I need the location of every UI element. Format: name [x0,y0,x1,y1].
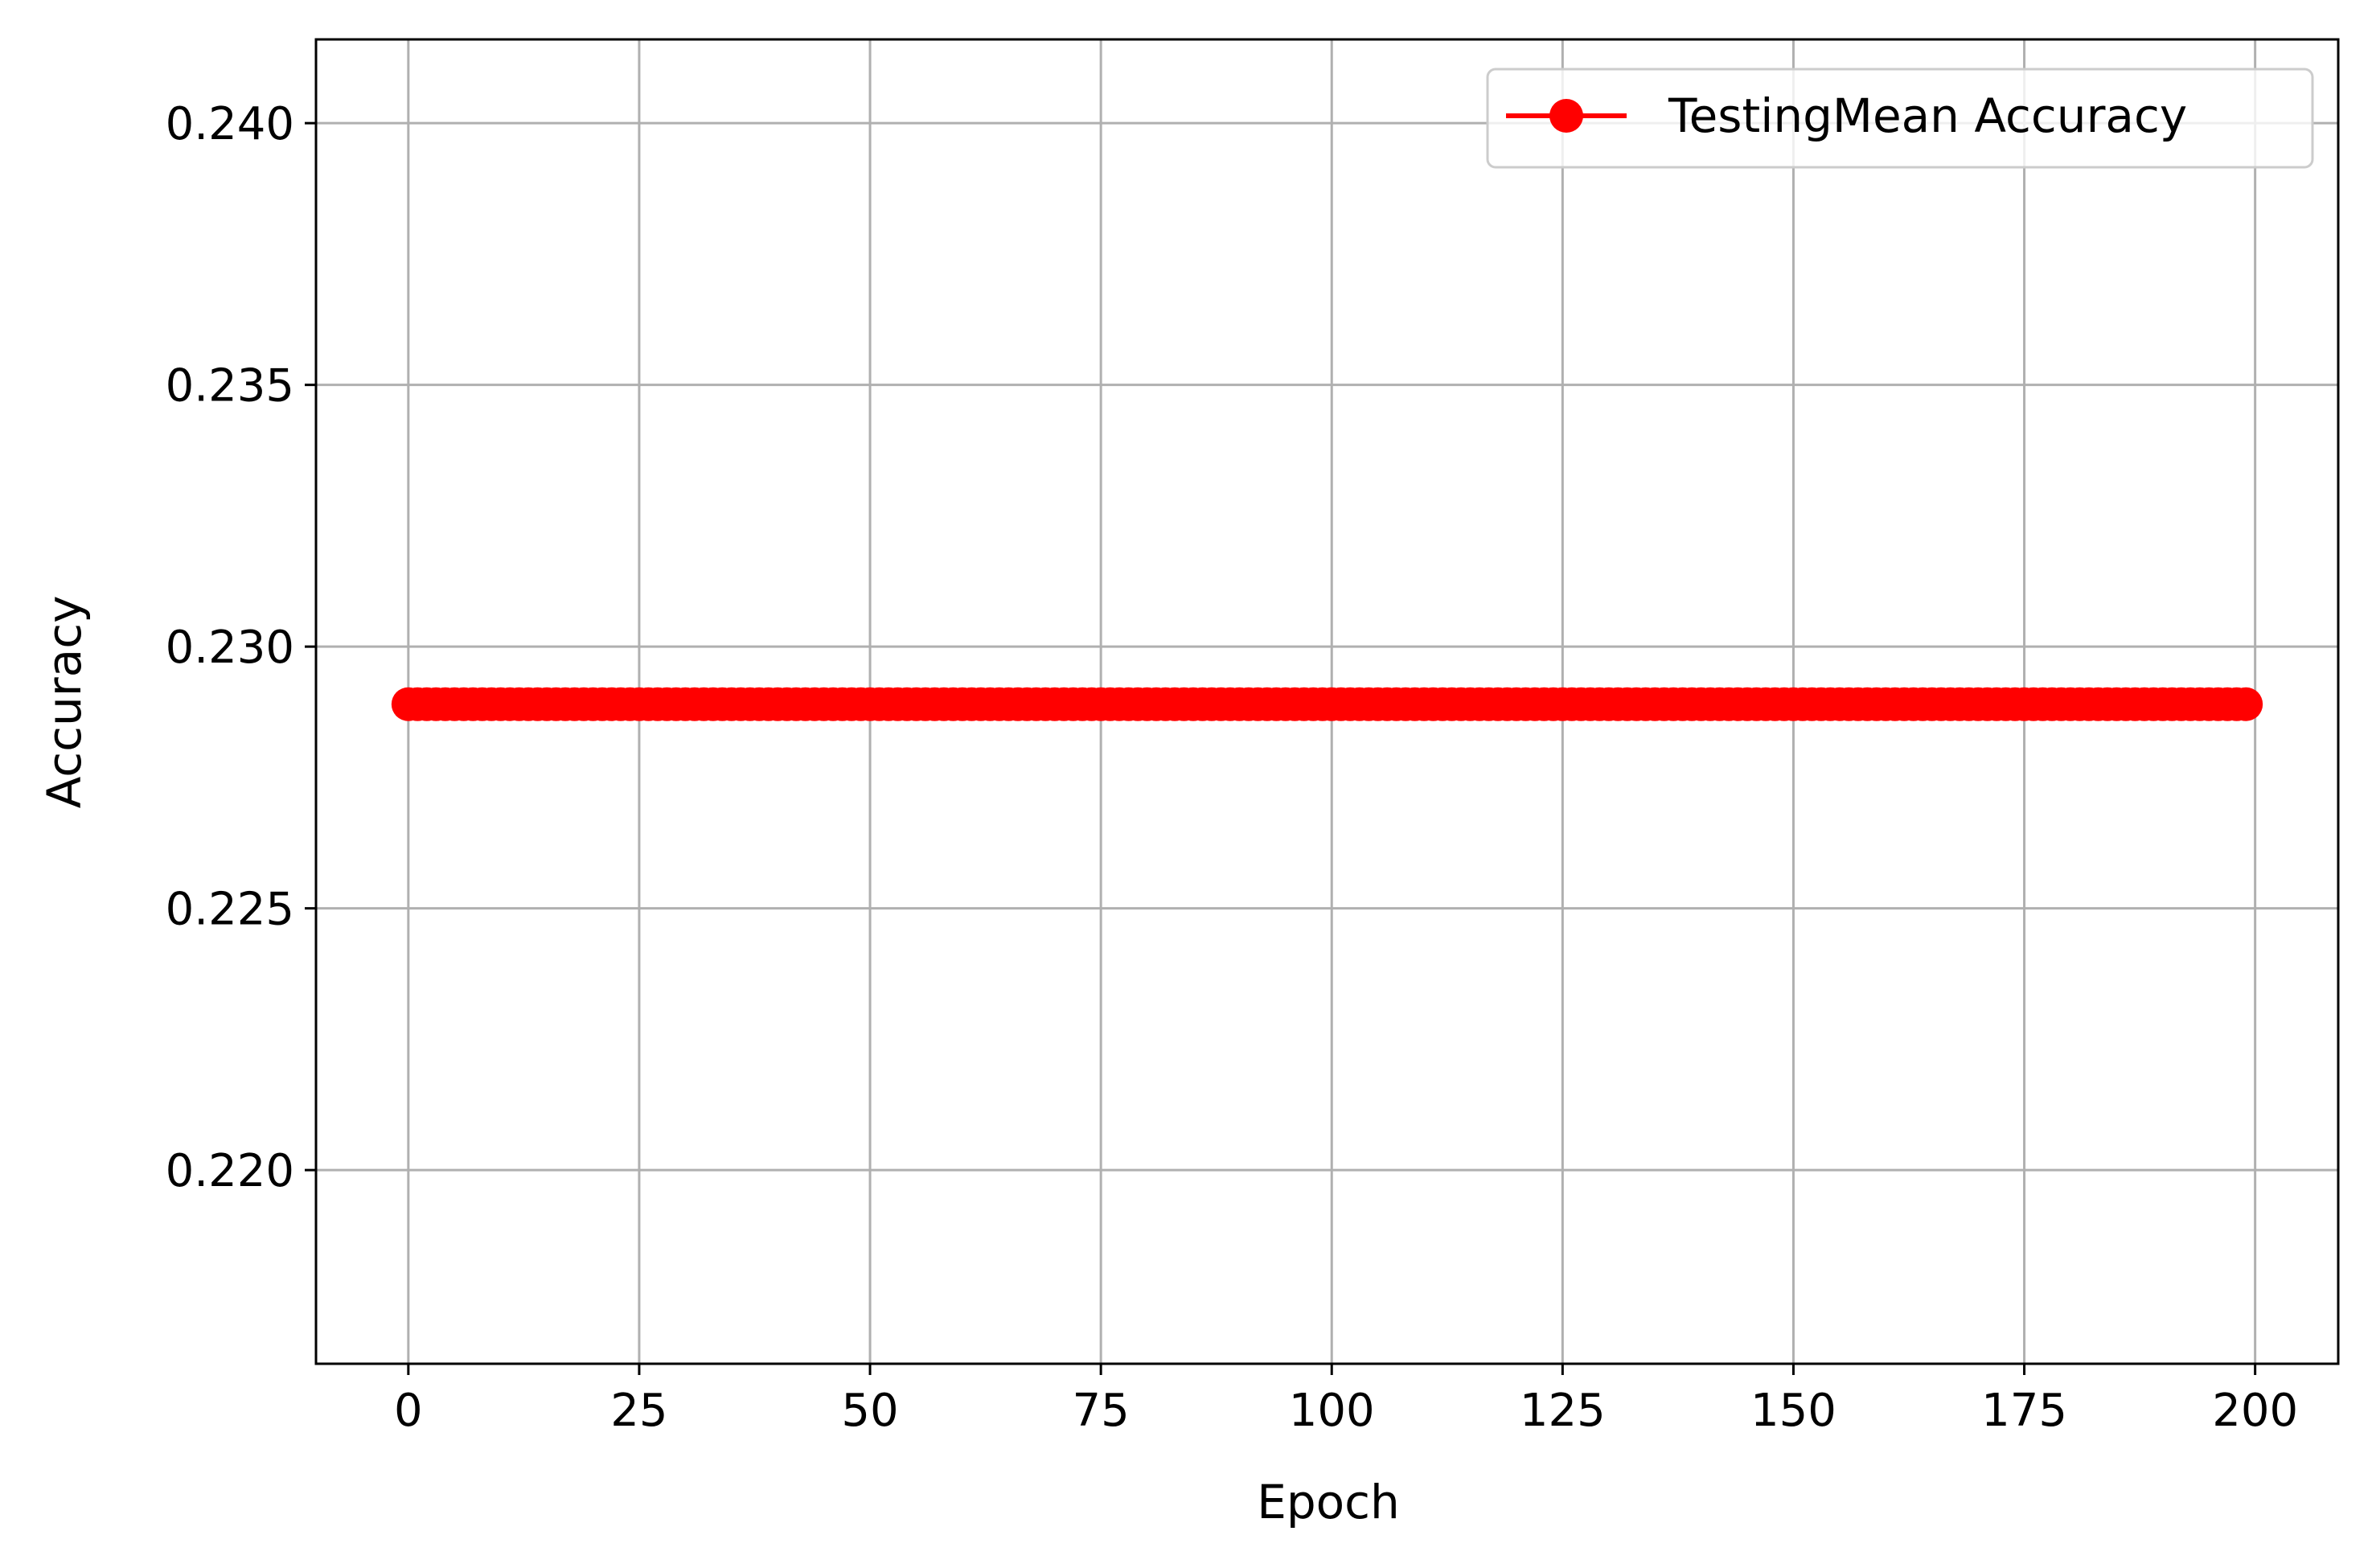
legend-label: TestingMean Accuracy [1668,88,2187,143]
series-layer [391,687,2263,721]
legend: TestingMean Accuracy [1486,68,2314,169]
x-tick-label: 175 [1981,1385,2067,1437]
x-tick-label: 125 [1520,1385,1606,1437]
x-tick-label: 150 [1750,1385,1836,1437]
x-axis-label: Epoch [1257,1475,1400,1529]
axis-ticks: 0 25 50 75 100 125 150 175 200 0.220 0.225 0.230 0.2… [166,98,2298,1437]
y-tick-label: 0.225 [166,884,294,936]
y-tick-label: 0.240 [166,98,294,150]
x-tick-label: 100 [1289,1385,1375,1437]
y-axis-label: Accuracy [37,596,92,809]
x-tick-label: 50 [841,1385,898,1437]
x-tick-label: 75 [1073,1385,1130,1437]
plot-frame [314,38,2340,1365]
x-tick-label: 25 [610,1385,667,1437]
x-tick-label: 200 [2212,1385,2298,1437]
data-point [2229,687,2263,721]
y-tick-label: 0.220 [166,1145,294,1197]
legend-marker-swatch [1549,99,1583,133]
x-tick-label: 0 [394,1385,423,1437]
y-tick-label: 0.230 [166,622,294,674]
legend-box [1486,68,2314,169]
y-tick-label: 0.235 [166,360,294,413]
